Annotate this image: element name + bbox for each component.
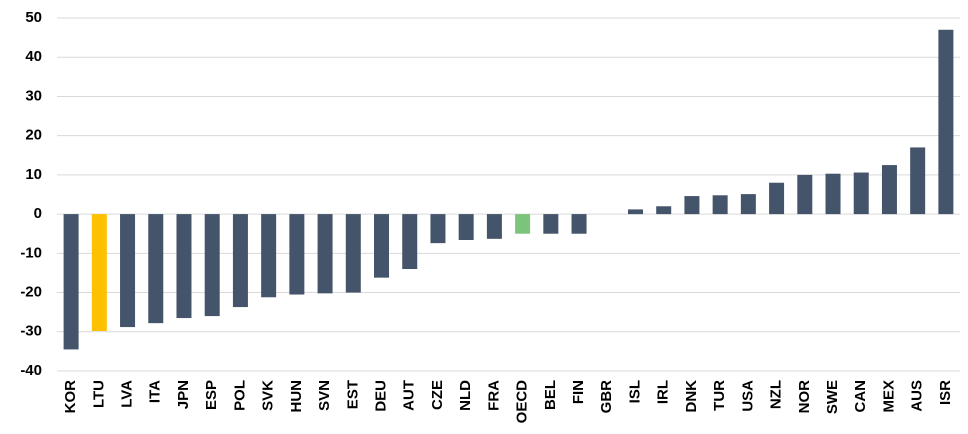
x-tick-label: IRL [655,380,672,404]
bar [458,214,474,240]
bar [627,209,643,215]
y-tick-label: -30 [20,323,42,340]
x-tick-label: EST [344,380,361,409]
bar [345,214,361,293]
x-tick-label: NZL [768,380,785,409]
x-tick-label: NLD [457,380,474,411]
x-tick-label: SVN [316,380,333,411]
x-tick-label: DEU [372,380,389,412]
x-tick-label: GBR [598,380,615,414]
x-tick-label: BEL [542,380,559,410]
bar [684,196,700,215]
bar [571,214,587,234]
x-tick-label: AUT [401,380,418,411]
bar [938,29,954,215]
bar [740,194,756,215]
x-tick-label: OECD [514,380,531,424]
x-tick-label: ISL [626,380,643,403]
x-tick-label: JPN [175,380,192,409]
x-tick-label: TUR [711,380,728,411]
x-tick-label: SWE [824,380,841,414]
x-tick-label: SVK [260,380,277,411]
bar [825,173,841,215]
y-tick-label: 40 [25,48,42,65]
x-tick-label: HUN [288,380,305,413]
bar [63,214,79,350]
bar [317,214,333,294]
y-tick-label: 20 [25,127,42,144]
bar [543,214,559,234]
y-tick-label: -40 [20,362,42,379]
bar [769,182,785,215]
bar [204,214,220,317]
x-tick-label: DNK [683,380,700,413]
bar [797,174,813,215]
bar [853,172,869,215]
y-tick-label: 50 [25,9,42,26]
bar [289,214,305,295]
x-tick-label: POL [231,380,248,411]
x-tick-label: CZE [429,380,446,410]
y-tick-label: -10 [20,244,42,261]
x-tick-label: LTU [90,380,107,408]
bar [402,214,418,270]
bar [91,214,107,331]
x-tick-label: FRA [485,380,502,411]
x-tick-label: ITA [147,380,164,403]
bar [712,195,728,215]
x-tick-label: FIN [570,380,587,404]
x-tick-label: CAN [852,380,869,413]
bar [374,214,390,278]
y-tick-label: 0 [34,205,42,222]
y-tick-label: 10 [25,166,42,183]
bar [910,147,926,215]
x-tick-label: NOR [796,380,813,414]
bar [515,214,531,234]
bar [486,214,502,239]
bar [430,214,446,244]
x-tick-label: ISR [937,380,954,405]
x-tick-label: MEX [880,380,897,413]
x-tick-label: LVA [119,380,136,408]
x-tick-label: AUS [909,380,926,412]
bar [120,214,136,328]
y-tick-label: 30 [25,87,42,104]
x-tick-label: ESP [203,380,220,410]
bar [881,165,897,215]
x-tick-label: USA [739,380,756,412]
y-tick-label: -20 [20,284,42,301]
bar [176,214,192,319]
bar [656,206,672,215]
bar [232,214,248,308]
bar [148,214,164,324]
x-tick-label: KOR [62,380,79,414]
bar [261,214,277,298]
